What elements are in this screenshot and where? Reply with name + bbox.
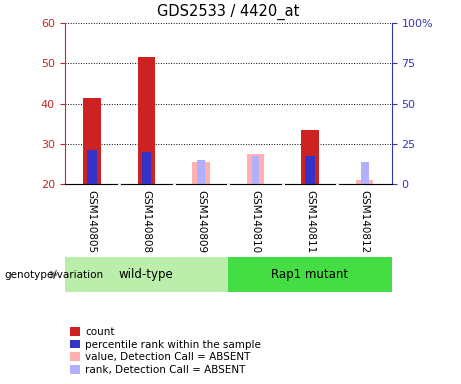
Text: GSM140805: GSM140805 <box>87 190 97 253</box>
Legend: count, percentile rank within the sample, value, Detection Call = ABSENT, rank, : count, percentile rank within the sample… <box>70 327 261 375</box>
Text: GSM140809: GSM140809 <box>196 190 206 253</box>
Bar <box>247 154 264 184</box>
Text: GSM140808: GSM140808 <box>142 190 151 253</box>
Bar <box>83 98 100 184</box>
Text: genotype/variation: genotype/variation <box>5 270 104 280</box>
Bar <box>305 156 315 184</box>
Text: GSM140812: GSM140812 <box>360 190 370 253</box>
Bar <box>138 57 155 184</box>
Bar <box>87 150 97 184</box>
Bar <box>228 257 392 292</box>
Bar <box>361 162 368 184</box>
Bar <box>65 257 228 292</box>
Bar <box>301 130 319 184</box>
Text: GSM140811: GSM140811 <box>305 190 315 253</box>
Text: wild-type: wild-type <box>119 268 174 281</box>
Bar <box>197 160 205 184</box>
Title: GDS2533 / 4420_at: GDS2533 / 4420_at <box>157 4 299 20</box>
Text: GSM140810: GSM140810 <box>250 190 260 253</box>
Bar <box>142 152 151 184</box>
Bar <box>252 156 260 184</box>
Bar <box>356 180 373 184</box>
Text: Rap1 mutant: Rap1 mutant <box>272 268 349 281</box>
Bar <box>192 162 210 184</box>
